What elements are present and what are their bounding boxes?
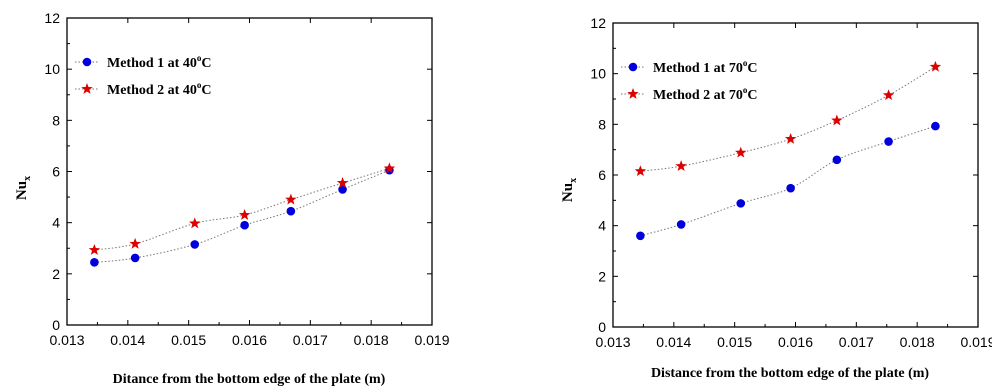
x-tick-label: 0.019 — [414, 332, 449, 348]
y-tick-label: 10 — [590, 66, 606, 82]
y-tick-label: 4 — [598, 218, 606, 234]
x-tick-label: 0.014 — [656, 334, 691, 350]
x-tick-label: 0.018 — [354, 332, 389, 348]
x-tick-label: 0.019 — [960, 334, 992, 350]
data-point-circle — [884, 137, 893, 146]
y-tick-label: 0 — [52, 317, 60, 333]
y-axis-label: Nux — [560, 178, 579, 202]
data-point-star — [882, 89, 895, 101]
y-tick-label: 2 — [52, 266, 60, 282]
data-point-star — [129, 237, 141, 249]
data-point-star — [831, 114, 843, 126]
x-tick-label: 0.013 — [49, 332, 84, 348]
legend-marker-star — [81, 83, 93, 94]
data-point-star — [784, 133, 797, 144]
data-point-circle — [338, 185, 347, 194]
y-tick-label: 12 — [44, 10, 60, 26]
x-axis-label: Distance from the bottom edge of the pla… — [651, 366, 929, 381]
data-point-star — [238, 208, 251, 220]
data-point-circle — [286, 206, 296, 216]
data-point-star — [675, 160, 687, 171]
y-tick-label: 8 — [52, 112, 60, 128]
y-tick-label: 8 — [598, 116, 606, 132]
x-tick-label: 0.016 — [778, 334, 813, 350]
legend-marker-circle — [82, 57, 92, 67]
chart-panel-1: 0.013 0.014 0.015 0.016 0.017 0.018 0.019 0 2 4 6 8… — [14, 10, 450, 387]
legend-label: Method 2 at 70oC — [653, 85, 757, 103]
y-axis-label: Nux — [14, 176, 33, 200]
y-tick-label: 12 — [590, 15, 606, 31]
x-tick-label: 0.013 — [595, 334, 630, 350]
data-point-star — [285, 193, 297, 205]
legend: Method 1 at 40oC Method 2 at 40oC — [75, 53, 211, 98]
fit-curve-series-2 — [94, 167, 390, 251]
legend-marker-circle — [628, 62, 638, 72]
data-point-star — [336, 177, 349, 188]
x-tick-label: 0.017 — [293, 332, 328, 348]
y-tick-label: 2 — [598, 268, 606, 284]
legend-marker-star — [627, 88, 639, 99]
x-tick-label: 0.015 — [171, 332, 206, 348]
y-tick-label: 6 — [598, 167, 606, 183]
x-tick-label: 0.015 — [717, 334, 752, 350]
y-tick-label: 0 — [598, 319, 606, 335]
x-axis-label: Ditance from the bottom edge of the plat… — [113, 372, 386, 387]
x-tick-label: 0.014 — [110, 332, 145, 348]
data-point-circle — [190, 240, 200, 249]
x-tick-label: 0.017 — [839, 334, 874, 350]
data-point-star — [189, 217, 201, 229]
data-point-circle — [676, 220, 686, 229]
data-point-star — [735, 146, 747, 158]
data-point-star — [383, 162, 396, 174]
data-point-circle — [636, 231, 645, 241]
data-point-circle — [832, 155, 842, 165]
legend-label: Method 1 at 40oC — [107, 53, 211, 71]
data-point-circle — [931, 121, 940, 131]
data-point-circle — [240, 220, 249, 230]
x-tick-label: 0.016 — [232, 332, 267, 348]
data-point-star — [88, 244, 101, 255]
y-tick-label: 10 — [44, 61, 60, 77]
y-tick-label: 4 — [52, 215, 60, 231]
x-tick-label: 0.018 — [900, 334, 935, 350]
data-point-circle — [786, 183, 795, 193]
chart-panel-2: 0.013 0.014 0.015 0.016 0.017 0.018 0.019 0 2 4 6 8… — [560, 15, 992, 381]
legend-label: Method 2 at 40oC — [107, 80, 211, 98]
y-tick-label: 6 — [52, 164, 60, 180]
fit-curve-series-1 — [94, 169, 390, 263]
data-point-star — [634, 165, 647, 177]
legend: Method 1 at 70oC Method 2 at 70oC — [621, 58, 757, 103]
data-point-circle — [90, 258, 99, 267]
fit-curve-series-2 — [640, 66, 936, 172]
legend-label: Method 1 at 70oC — [653, 58, 757, 76]
data-point-circle — [736, 199, 746, 208]
data-point-circle — [130, 253, 140, 263]
data-point-star — [929, 60, 942, 72]
